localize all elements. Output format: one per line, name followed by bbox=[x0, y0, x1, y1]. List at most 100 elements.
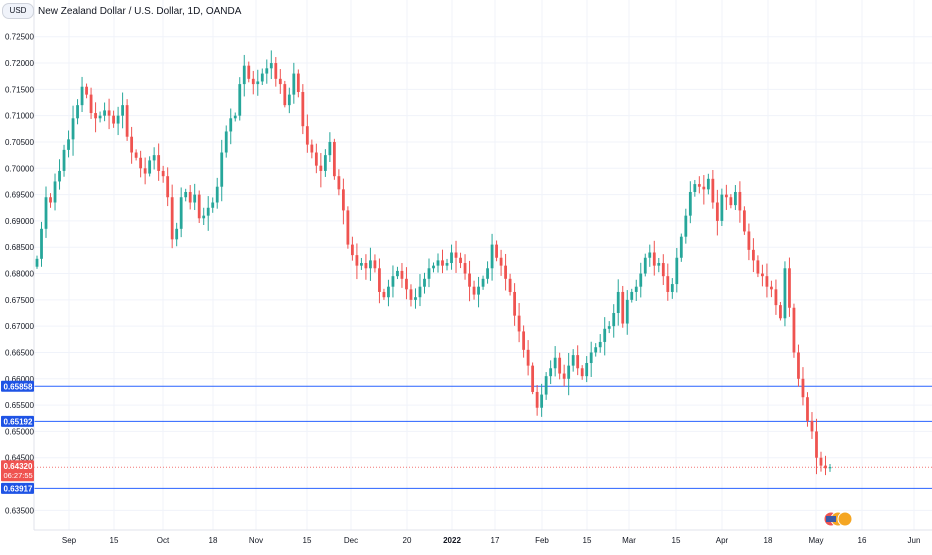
candle-body bbox=[188, 191, 192, 203]
candle-body bbox=[752, 249, 755, 261]
candle-body bbox=[287, 94, 291, 106]
candle-body bbox=[116, 115, 120, 124]
x-tick-label: Dec bbox=[344, 536, 358, 545]
grid-lines bbox=[34, 0, 932, 530]
candle-body bbox=[625, 299, 629, 324]
x-tick-label: Feb bbox=[535, 536, 549, 545]
candle-body bbox=[693, 184, 697, 192]
y-tick-label: 0.71500 bbox=[5, 85, 34, 94]
y-tick-label: 0.69000 bbox=[5, 217, 34, 226]
level-label-bg bbox=[1, 482, 34, 494]
candle-body bbox=[490, 244, 494, 269]
candle-body bbox=[71, 118, 75, 140]
candle-body bbox=[319, 165, 323, 171]
x-tick-label: Oct bbox=[157, 536, 170, 545]
candle-body bbox=[139, 157, 143, 169]
y-tick-label: 0.67500 bbox=[5, 296, 34, 305]
candle-body bbox=[157, 155, 161, 171]
candle-body bbox=[247, 65, 251, 79]
candle-body bbox=[369, 260, 372, 269]
candle-body bbox=[323, 155, 327, 171]
y-tick-label: 0.70500 bbox=[5, 138, 34, 147]
x-tick-label: Jun bbox=[908, 536, 921, 545]
candle-body bbox=[256, 81, 260, 85]
x-tick-label: 15 bbox=[672, 536, 681, 545]
candle-body bbox=[481, 278, 485, 287]
candle-body bbox=[193, 194, 197, 203]
candle-body bbox=[819, 457, 823, 466]
candle-body bbox=[797, 352, 800, 379]
candle-body bbox=[670, 284, 674, 292]
candles bbox=[35, 50, 832, 476]
candle-body bbox=[166, 176, 170, 198]
candle-body bbox=[409, 289, 413, 300]
candle-body bbox=[382, 291, 386, 298]
candle-body bbox=[229, 118, 233, 132]
candle-body bbox=[738, 191, 742, 211]
candle-body bbox=[211, 202, 215, 208]
level-label: 0.63917 bbox=[4, 484, 33, 493]
y-tick-label: 0.69500 bbox=[5, 191, 34, 200]
candle-body bbox=[724, 194, 728, 198]
candle-body bbox=[197, 194, 201, 219]
x-tick-label: 20 bbox=[403, 536, 412, 545]
level-label: 0.65192 bbox=[4, 417, 33, 426]
candle-body bbox=[355, 255, 359, 266]
candle-body bbox=[747, 231, 751, 250]
y-tick-label: 0.65500 bbox=[5, 401, 34, 410]
candle-body bbox=[517, 315, 521, 332]
event-markers[interactable] bbox=[823, 511, 853, 527]
candle-body bbox=[679, 236, 683, 258]
current-price-label-bg bbox=[1, 460, 34, 482]
candle-body bbox=[314, 152, 318, 166]
candle-body bbox=[706, 178, 710, 190]
candle-body bbox=[657, 263, 661, 266]
x-tick-label: 16 bbox=[858, 536, 867, 545]
horizontal-levels bbox=[34, 385, 932, 489]
candle-body bbox=[351, 244, 354, 256]
event-flag-icon[interactable] bbox=[837, 511, 853, 527]
candle-body bbox=[378, 268, 381, 292]
x-tick-label: May bbox=[808, 536, 823, 545]
candle-body bbox=[828, 467, 832, 469]
countdown-label: 06:27:55 bbox=[4, 471, 33, 480]
candle-body bbox=[58, 170, 61, 182]
candle-body bbox=[634, 286, 638, 292]
candle-body bbox=[639, 273, 643, 287]
candle-body bbox=[711, 178, 715, 203]
candle-body bbox=[310, 144, 314, 153]
candle-body bbox=[535, 391, 539, 408]
candle-body bbox=[630, 291, 634, 300]
candle-body bbox=[594, 347, 598, 353]
candle-body bbox=[49, 197, 52, 203]
candle-body bbox=[278, 78, 282, 85]
candle-body bbox=[522, 331, 526, 350]
candle-body bbox=[251, 78, 255, 85]
candle-body bbox=[544, 376, 548, 395]
candle-body bbox=[526, 349, 530, 366]
candle-body bbox=[589, 352, 593, 364]
x-tick-label: Apr bbox=[716, 536, 729, 545]
candle-body bbox=[305, 126, 309, 145]
candle-body bbox=[98, 115, 102, 119]
candle-body bbox=[220, 152, 224, 187]
candle-body bbox=[463, 263, 467, 274]
candle-body bbox=[62, 149, 66, 171]
candle-body bbox=[499, 257, 503, 266]
candle-body bbox=[531, 365, 535, 392]
currency-badge[interactable]: USD bbox=[2, 3, 34, 19]
candle-body bbox=[810, 420, 814, 432]
y-tick-label: 0.66000 bbox=[5, 375, 34, 384]
candle-body bbox=[423, 278, 426, 287]
candle-body bbox=[549, 368, 553, 377]
candle-body bbox=[688, 191, 692, 216]
candle-body bbox=[571, 355, 575, 366]
candle-body bbox=[364, 263, 368, 269]
candle-body bbox=[67, 139, 70, 150]
candle-body bbox=[774, 289, 778, 306]
candle-body bbox=[269, 63, 273, 69]
candle-body bbox=[341, 189, 345, 211]
y-tick-label: 0.67000 bbox=[5, 322, 34, 331]
